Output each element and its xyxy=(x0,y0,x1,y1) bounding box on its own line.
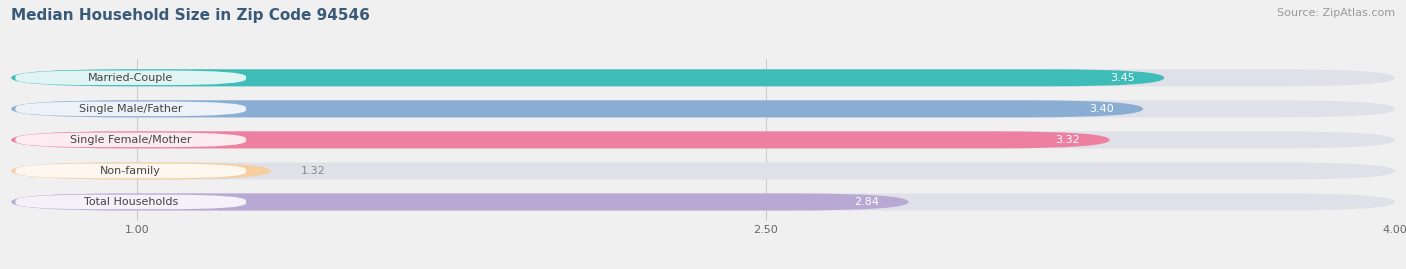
FancyBboxPatch shape xyxy=(11,193,908,211)
Text: 1.32: 1.32 xyxy=(301,166,325,176)
FancyBboxPatch shape xyxy=(15,195,246,209)
Text: 2.84: 2.84 xyxy=(853,197,879,207)
Text: Median Household Size in Zip Code 94546: Median Household Size in Zip Code 94546 xyxy=(11,8,370,23)
FancyBboxPatch shape xyxy=(11,162,1395,179)
Text: Single Female/Mother: Single Female/Mother xyxy=(70,135,191,145)
Text: Married-Couple: Married-Couple xyxy=(89,73,173,83)
Text: Total Households: Total Households xyxy=(83,197,177,207)
Text: 3.32: 3.32 xyxy=(1056,135,1080,145)
FancyBboxPatch shape xyxy=(15,70,246,85)
FancyBboxPatch shape xyxy=(11,193,1395,211)
Text: Single Male/Father: Single Male/Father xyxy=(79,104,183,114)
Text: 3.40: 3.40 xyxy=(1090,104,1114,114)
FancyBboxPatch shape xyxy=(11,69,1395,86)
FancyBboxPatch shape xyxy=(11,69,1164,86)
Text: 3.45: 3.45 xyxy=(1111,73,1135,83)
FancyBboxPatch shape xyxy=(15,101,246,116)
FancyBboxPatch shape xyxy=(11,131,1395,148)
FancyBboxPatch shape xyxy=(11,100,1143,117)
FancyBboxPatch shape xyxy=(15,133,246,147)
FancyBboxPatch shape xyxy=(11,100,1395,117)
FancyBboxPatch shape xyxy=(11,131,1109,148)
FancyBboxPatch shape xyxy=(15,164,246,178)
Text: Source: ZipAtlas.com: Source: ZipAtlas.com xyxy=(1277,8,1395,18)
Text: Non-family: Non-family xyxy=(100,166,162,176)
FancyBboxPatch shape xyxy=(11,162,271,179)
